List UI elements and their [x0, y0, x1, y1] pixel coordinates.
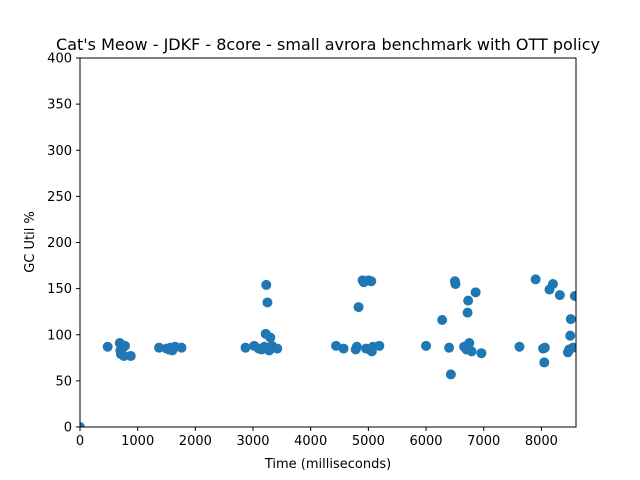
data-point — [240, 342, 251, 353]
plot-frame — [79, 57, 577, 428]
data-point — [450, 279, 461, 290]
data-point — [462, 307, 473, 318]
data-point — [463, 295, 474, 306]
y-tick-label: 300 — [47, 144, 72, 159]
data-point — [261, 279, 272, 290]
x-tick-label: 4000 — [294, 434, 327, 449]
data-point — [366, 276, 377, 287]
y-tick-label: 50 — [55, 374, 72, 389]
data-point — [569, 291, 576, 302]
y-tick-label: 0 — [64, 421, 72, 436]
data-point — [119, 340, 130, 351]
data-point — [374, 340, 385, 351]
x-tick-label: 3000 — [236, 434, 269, 449]
data-point — [125, 350, 136, 361]
data-point — [466, 346, 477, 357]
data-point — [444, 342, 455, 353]
data-point — [464, 338, 475, 349]
data-point — [118, 350, 129, 361]
chart-title: Cat's Meow - JDKF - 8core - small avrora… — [56, 35, 600, 54]
data-point — [80, 422, 85, 427]
y-tick-label: 250 — [47, 190, 72, 205]
x-tick-label: 7000 — [467, 434, 500, 449]
data-point — [568, 342, 576, 353]
data-point — [514, 341, 525, 352]
y-tick-label: 150 — [47, 282, 72, 297]
data-point — [338, 343, 349, 354]
data-point — [437, 314, 448, 325]
data-point — [539, 357, 550, 368]
data-point — [530, 274, 541, 285]
data-point — [470, 287, 481, 298]
data-point — [445, 369, 456, 380]
y-tick-label: 350 — [47, 98, 72, 113]
x-tick-label: 2000 — [179, 434, 212, 449]
data-point — [262, 297, 273, 308]
x-tick-label: 8000 — [525, 434, 558, 449]
data-point — [547, 279, 558, 290]
data-point — [272, 343, 283, 354]
data-point — [565, 330, 576, 341]
x-axis-label: Time (milliseconds) — [264, 457, 391, 472]
x-tick-label: 5000 — [352, 434, 385, 449]
x-tick-label: 0 — [76, 434, 84, 449]
data-point — [265, 332, 276, 343]
data-point — [565, 314, 576, 325]
data-point — [102, 341, 113, 352]
data-points — [80, 274, 576, 427]
data-point — [554, 290, 565, 301]
data-point — [539, 342, 550, 353]
data-point — [154, 342, 165, 353]
x-tick-label: 6000 — [409, 434, 442, 449]
y-tick-label: 400 — [47, 52, 72, 67]
data-point — [331, 340, 342, 351]
y-tick-label: 100 — [47, 328, 72, 343]
data-point — [176, 342, 187, 353]
data-point — [421, 340, 432, 351]
data-point — [353, 302, 364, 313]
x-tick-label: 1000 — [121, 434, 154, 449]
data-point — [351, 341, 362, 352]
y-axis-label: GC Util % — [23, 211, 38, 273]
y-tick-label: 200 — [47, 236, 72, 251]
data-point — [476, 348, 487, 359]
axis-ticks: 0 1000 2000 3000 4000 5000 6000 7000 8000 0 50 100 1… — [47, 52, 558, 450]
